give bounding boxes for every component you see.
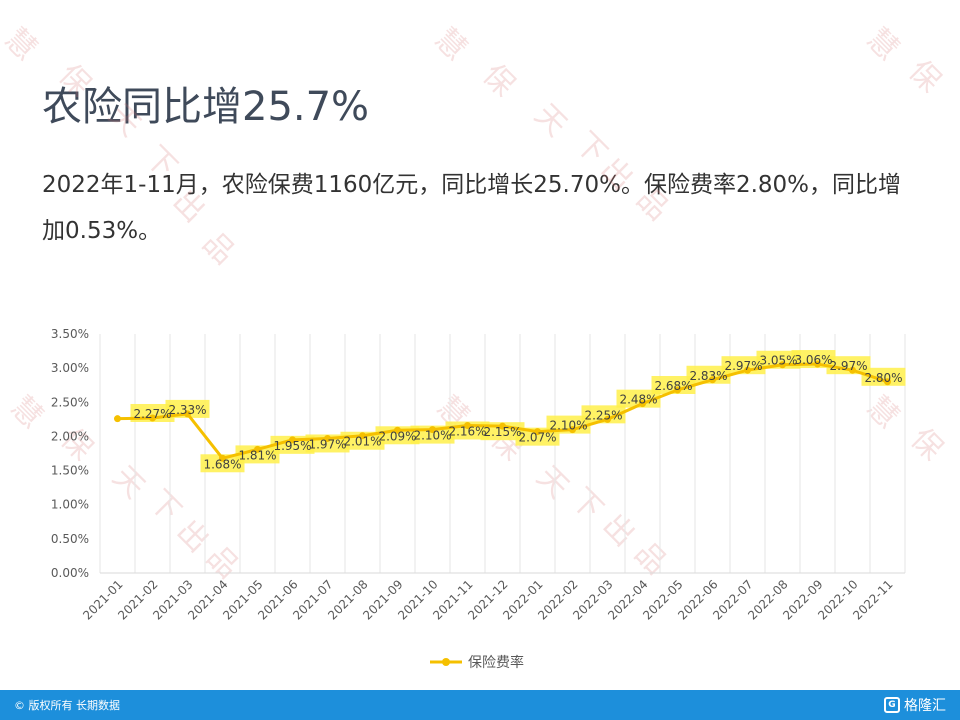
data-label: 2.15% bbox=[483, 425, 521, 439]
data-point bbox=[709, 376, 716, 384]
data-point bbox=[149, 414, 156, 422]
data-point bbox=[849, 366, 856, 374]
data-point bbox=[534, 428, 541, 436]
data-point bbox=[114, 415, 121, 423]
series-line bbox=[117, 362, 888, 460]
line-chart: 0.00% 0.50% 1.00% 1.50% 2.00% 2.50% 3.00% 3.50%… bbox=[51, 327, 906, 671]
data-point bbox=[254, 445, 261, 453]
brand: G 格隆汇 bbox=[884, 695, 946, 715]
copyright-text: © 版权所有 长期数据 bbox=[14, 699, 120, 712]
data-label: 2.68% bbox=[654, 379, 692, 393]
data-point bbox=[674, 386, 681, 394]
data-label-highlight bbox=[235, 445, 280, 464]
data-label-highlight bbox=[200, 454, 245, 473]
data-label: 2.16% bbox=[448, 425, 486, 439]
brand-logo-icon: G bbox=[884, 697, 900, 713]
y-tick-label: 3.00% bbox=[51, 361, 89, 375]
data-label: 2.97% bbox=[724, 359, 762, 373]
data-point bbox=[359, 432, 366, 440]
data-point bbox=[394, 426, 401, 434]
data-label: 2.09% bbox=[378, 429, 416, 443]
data-label: 2.10% bbox=[549, 419, 587, 433]
data-label: 3.05% bbox=[759, 354, 797, 368]
data-point bbox=[569, 426, 576, 434]
data-point bbox=[184, 410, 191, 418]
y-tick-label: 2.00% bbox=[51, 429, 89, 443]
data-point bbox=[289, 436, 296, 444]
data-point bbox=[639, 400, 646, 408]
data-label: 2.97% bbox=[829, 359, 867, 373]
data-label: 1.97% bbox=[308, 437, 346, 451]
data-label: 2.07% bbox=[518, 431, 556, 445]
data-point bbox=[429, 426, 436, 434]
data-label: 2.25% bbox=[584, 408, 622, 422]
data-point bbox=[744, 366, 751, 374]
data-label-highlight bbox=[581, 405, 626, 424]
data-point bbox=[884, 378, 891, 386]
description-text: 2022年1-11月，农险保费1160亿元，同比增长25.70%。保险费率2.8… bbox=[42, 172, 902, 244]
legend-label: 保险费率 bbox=[468, 654, 524, 671]
data-label: 1.95% bbox=[273, 439, 311, 453]
y-tick-label: 1.00% bbox=[51, 498, 89, 512]
data-label: 1.81% bbox=[238, 448, 276, 462]
page-title: 农险同比增25.7% bbox=[42, 84, 370, 130]
data-point bbox=[324, 434, 331, 442]
data-label: 2.10% bbox=[413, 429, 451, 443]
data-point bbox=[499, 422, 506, 430]
legend-marker-icon bbox=[442, 658, 450, 666]
y-tick-label: 0.50% bbox=[51, 532, 89, 546]
y-tick-label: 0.00% bbox=[51, 566, 89, 580]
data-label-highlight bbox=[861, 367, 906, 386]
data-label: 2.01% bbox=[343, 435, 381, 449]
data-point bbox=[604, 415, 611, 423]
data-label: 3.06% bbox=[794, 353, 832, 367]
data-point bbox=[779, 361, 786, 369]
data-label: 2.83% bbox=[689, 369, 727, 383]
y-tick-label: 2.50% bbox=[51, 395, 89, 409]
data-label: 2.33% bbox=[168, 403, 206, 417]
data-label: 2.48% bbox=[619, 393, 657, 407]
data-point bbox=[219, 454, 226, 462]
footer-bar: © 版权所有 长期数据 G 格隆汇 bbox=[0, 690, 960, 720]
data-point bbox=[814, 360, 821, 368]
brand-name: 格隆汇 bbox=[904, 698, 946, 714]
y-tick-label: 1.50% bbox=[51, 464, 89, 478]
data-label-highlight bbox=[826, 356, 871, 375]
data-label-highlight bbox=[165, 399, 210, 418]
data-label: 1.68% bbox=[203, 457, 241, 471]
data-point bbox=[464, 422, 471, 430]
data-label: 2.27% bbox=[133, 407, 171, 421]
data-label: 2.80% bbox=[864, 371, 902, 385]
y-tick-label: 3.50% bbox=[51, 327, 89, 341]
data-label-highlight bbox=[616, 389, 661, 408]
